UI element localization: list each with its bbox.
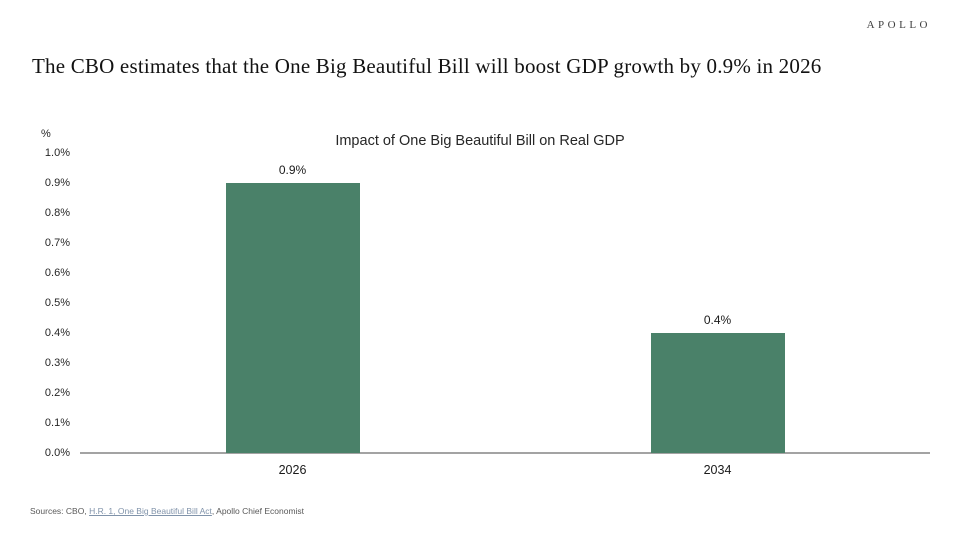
y-tick-label: 0.3%	[44, 357, 70, 369]
y-tick-label: 0.4%	[44, 327, 70, 339]
y-axis-unit-label: %	[41, 128, 51, 140]
apollo-logo: APOLLO	[866, 19, 931, 31]
source-link[interactable]: H.R. 1, One Big Beautiful Bill Act	[89, 506, 212, 516]
source-suffix: , Apollo Chief Economist	[211, 506, 305, 516]
y-tick-label: 0.9%	[44, 177, 70, 189]
source-prefix: Sources: CBO,	[30, 506, 90, 516]
y-tick-label: 1.0%	[44, 147, 70, 159]
y-tick-label: 0.8%	[44, 207, 70, 219]
y-tick-label: 0.6%	[44, 267, 70, 279]
y-tick-label: 0.5%	[44, 297, 70, 309]
source-note: Sources: CBO, H.R. 1, One Big Beautiful …	[30, 506, 304, 516]
page-title: The CBO estimates that the One Big Beaut…	[32, 54, 822, 78]
y-tick-label: 0.1%	[44, 417, 70, 429]
x-tick-label: 2026	[278, 463, 307, 477]
bar-data-label: 0.4%	[703, 313, 732, 327]
y-tick-label: 0.2%	[44, 387, 70, 399]
bar-2034	[650, 333, 785, 453]
bar-data-label: 0.9%	[278, 163, 307, 177]
x-tick-label: 2034	[703, 463, 732, 477]
chart-title: Impact of One Big Beautiful Bill on Real…	[335, 133, 625, 149]
y-tick-label: 0.0%	[44, 447, 70, 459]
bar-2026	[225, 183, 360, 453]
y-tick-label: 0.7%	[44, 237, 70, 249]
x-axis-line	[80, 452, 930, 454]
